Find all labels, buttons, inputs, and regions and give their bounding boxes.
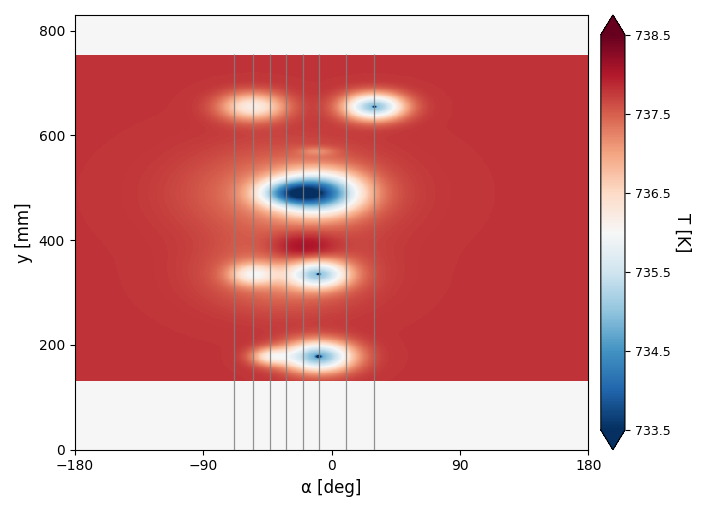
X-axis label: α [deg]: α [deg] <box>301 479 362 497</box>
PathPatch shape <box>600 15 625 35</box>
Y-axis label: y [mm]: y [mm] <box>15 202 33 263</box>
PathPatch shape <box>600 430 625 450</box>
Y-axis label: T [K]: T [K] <box>673 212 691 252</box>
